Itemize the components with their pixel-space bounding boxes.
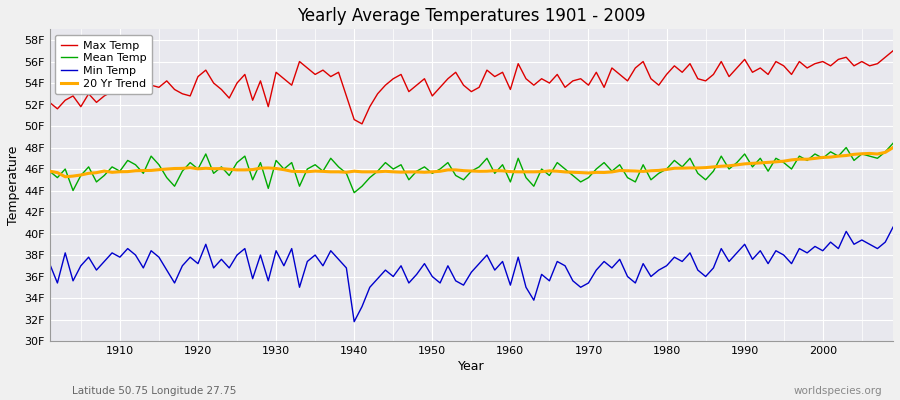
Max Temp <box>356 122 367 126</box>
Max Temp <box>607 66 617 70</box>
Max Temp <box>44 100 55 105</box>
Max Temp <box>278 76 289 81</box>
20 Yr Trend <box>513 170 524 174</box>
Max Temp <box>513 61 524 66</box>
Mean Temp <box>887 141 898 146</box>
20 Yr Trend <box>286 169 297 174</box>
Max Temp <box>887 48 898 53</box>
Max Temp <box>505 87 516 92</box>
Min Temp <box>607 266 617 270</box>
20 Yr Trend <box>333 170 344 174</box>
Mean Temp <box>44 169 55 174</box>
Min Temp <box>505 283 516 288</box>
20 Yr Trend <box>114 169 125 174</box>
20 Yr Trend <box>505 169 516 174</box>
Mean Temp <box>326 156 337 161</box>
X-axis label: Year: Year <box>458 360 484 373</box>
20 Yr Trend <box>607 170 617 174</box>
Y-axis label: Temperature: Temperature <box>7 146 20 225</box>
Min Temp <box>278 263 289 268</box>
Min Temp <box>513 255 524 260</box>
Line: Max Temp: Max Temp <box>50 51 893 124</box>
Min Temp <box>887 225 898 230</box>
Line: Mean Temp: Mean Temp <box>50 143 893 193</box>
Min Temp <box>44 261 55 266</box>
Text: worldspecies.org: worldspecies.org <box>794 386 882 396</box>
Mean Temp <box>107 164 118 169</box>
Mean Temp <box>607 169 617 174</box>
20 Yr Trend <box>887 145 898 150</box>
Line: Min Temp: Min Temp <box>50 227 893 322</box>
Min Temp <box>349 319 360 324</box>
Title: Yearly Average Temperatures 1901 - 2009: Yearly Average Temperatures 1901 - 2009 <box>297 7 645 25</box>
Max Temp <box>107 89 118 94</box>
20 Yr Trend <box>59 174 70 179</box>
Mean Temp <box>505 180 516 184</box>
Mean Temp <box>349 190 360 195</box>
Min Temp <box>326 248 337 253</box>
Min Temp <box>107 250 118 255</box>
Legend: Max Temp, Mean Temp, Min Temp, 20 Yr Trend: Max Temp, Mean Temp, Min Temp, 20 Yr Tre… <box>55 35 152 94</box>
Mean Temp <box>513 156 524 161</box>
Line: 20 Yr Trend: 20 Yr Trend <box>50 148 893 177</box>
Max Temp <box>326 74 337 79</box>
Mean Temp <box>278 167 289 172</box>
20 Yr Trend <box>44 169 55 174</box>
Text: Latitude 50.75 Longitude 27.75: Latitude 50.75 Longitude 27.75 <box>72 386 237 396</box>
